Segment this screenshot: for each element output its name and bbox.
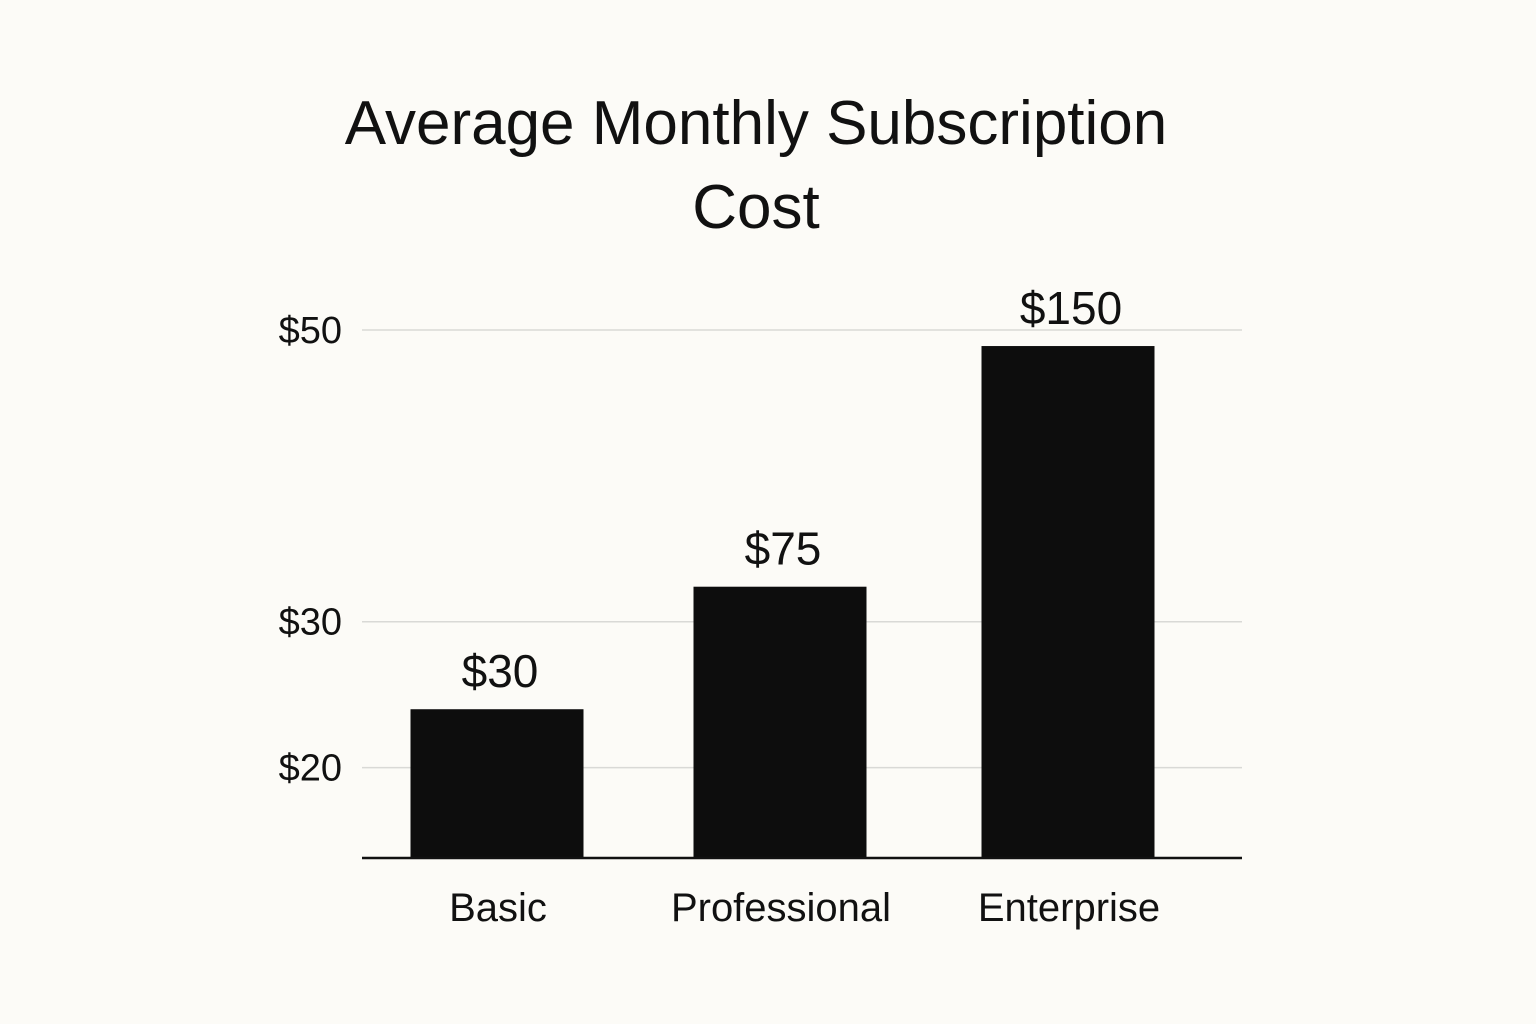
chart-title: Average Monthly Subscription Cost (0, 82, 1512, 250)
y-tick-label-1: $30 (279, 602, 342, 644)
y-tick-label-0: $20 (279, 748, 342, 790)
category-label-professional: Professional (671, 886, 891, 930)
data-label-basic: $30 (462, 645, 539, 697)
bar-basic (410, 709, 584, 858)
chart-title-line-2: Cost (692, 173, 820, 242)
category-label-basic: Basic (449, 886, 547, 930)
chart-title-line-1: Average Monthly Subscription (344, 89, 1168, 158)
category-label-enterprise: Enterprise (978, 886, 1160, 930)
data-labels: $30 $75 $150 (462, 282, 1123, 697)
bar-professional (693, 586, 867, 858)
y-axis-ticks: $20 $30 $50 (279, 310, 342, 790)
bar-enterprise (981, 346, 1155, 858)
data-label-enterprise: $150 (1020, 282, 1122, 334)
data-label-professional: $75 (745, 523, 822, 575)
bars (410, 346, 1155, 858)
x-axis-categories: Basic Professional Enterprise (449, 886, 1160, 930)
y-tick-label-2: $50 (279, 310, 342, 352)
